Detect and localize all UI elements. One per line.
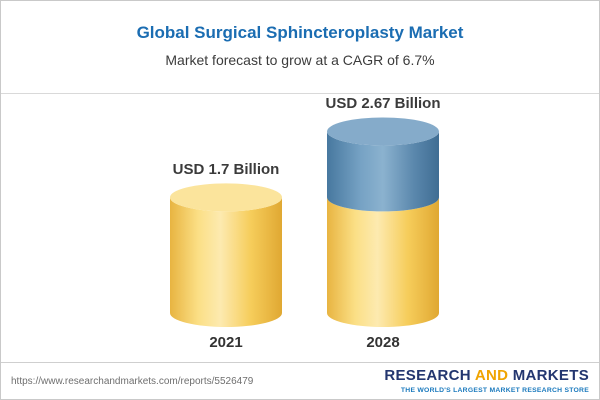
report-url: https://www.researchandmarkets.com/repor… [11,375,254,387]
bar-2028 [327,117,439,327]
logo-wordmark: RESEARCH AND MARKETS [384,367,589,384]
axis-label-2028: 2028 [366,334,400,351]
logo-word-research: RESEARCH [384,367,471,385]
footer-bar: https://www.researchandmarkets.com/repor… [1,362,599,399]
chart-title: Global Surgical Sphincteroplasty Market [136,23,464,42]
value-label-2028: USD 2.67 Billion [325,95,441,113]
value-label-2021: USD 1.7 Billion [172,161,280,179]
chart-header: Global Surgical Sphincteroplasty Market … [1,1,599,94]
bar-2021 [170,183,282,327]
chart-subtitle: Market forecast to grow at a CAGR of 6.7… [165,52,435,68]
chart-canvas [170,117,439,327]
logo-word-markets: MARKETS [512,367,589,385]
axis-label-2021: 2021 [209,334,243,351]
logo-word-and: AND [474,367,509,385]
research-and-markets-logo: RESEARCH AND MARKETS THE WORLD'S LARGEST… [384,367,589,394]
logo-tagline: THE WORLD'S LARGEST MARKET RESEARCH STOR… [400,386,589,394]
cylinder-bar-chart: USD 1.7 Billion USD 2.67 Billion 2021 20… [1,95,599,361]
